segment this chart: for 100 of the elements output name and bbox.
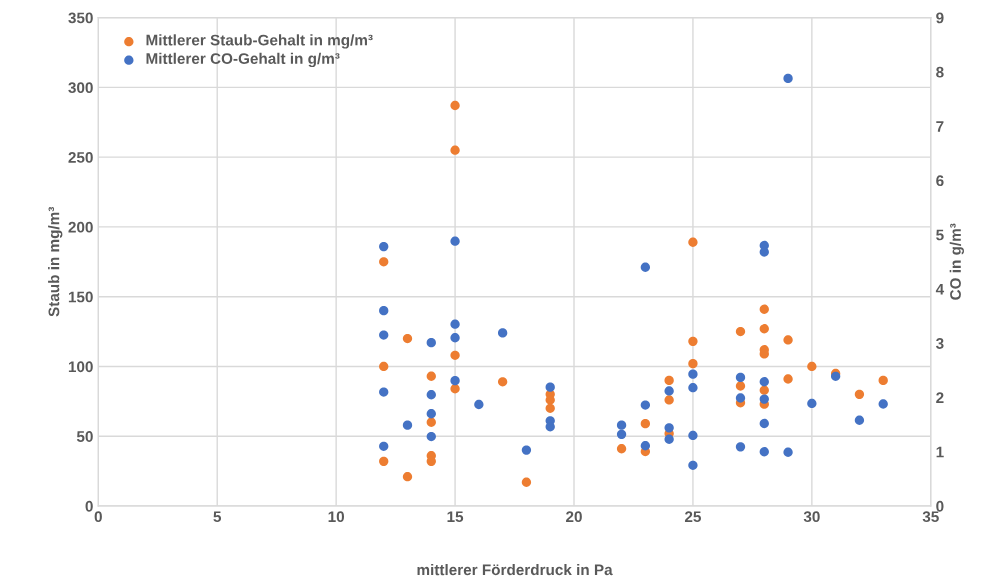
point: [759, 447, 769, 457]
x-tick-label: 25: [684, 511, 701, 523]
point: [402, 472, 413, 482]
point: [759, 377, 769, 387]
point: [379, 441, 389, 451]
point: [545, 422, 555, 432]
point: [664, 423, 674, 433]
point: [878, 399, 888, 409]
point: [521, 445, 532, 455]
y2-tick-label: 7: [936, 121, 944, 132]
point: [450, 333, 460, 343]
x-tick-label: 35: [922, 511, 939, 523]
point: [640, 400, 651, 410]
point: [783, 374, 793, 384]
point: [640, 419, 651, 429]
point: [783, 335, 793, 345]
y2-tick-label: 0: [936, 500, 944, 512]
y-tick-label: 350: [68, 12, 93, 24]
y2-axis-title: CO in g/m³: [949, 223, 965, 300]
point: [426, 371, 436, 381]
x-tick-label: 30: [803, 511, 820, 523]
y2-tick-label: 1: [936, 446, 944, 458]
point: [783, 447, 793, 457]
legend-label: Mittlerer CO-Gehalt in g/m³: [146, 52, 340, 68]
point: [688, 383, 698, 393]
point: [735, 381, 746, 391]
y-tick-label: 0: [85, 500, 93, 512]
point: [450, 384, 460, 394]
point: [640, 441, 651, 451]
point: [450, 145, 460, 155]
point: [783, 73, 793, 84]
y-tick-label: 150: [68, 291, 93, 303]
point: [807, 398, 817, 409]
point: [735, 372, 746, 383]
point: [664, 395, 674, 405]
point: [545, 403, 555, 413]
point: [759, 324, 769, 334]
point: [735, 326, 746, 337]
x-tick-label: 10: [328, 511, 345, 523]
point: [521, 477, 532, 487]
y2-tick-label: 9: [936, 12, 944, 24]
point: [688, 336, 698, 346]
y-tick-label: 250: [68, 152, 93, 163]
point: [759, 247, 769, 257]
point: [616, 420, 627, 430]
point: [688, 460, 698, 470]
point: [379, 241, 389, 252]
point: [545, 382, 555, 392]
y2-tick-label: 5: [936, 229, 944, 241]
point: [759, 304, 769, 314]
point: [759, 394, 769, 404]
point: [664, 386, 674, 396]
point: [450, 236, 460, 246]
point: [402, 420, 413, 430]
point: [379, 330, 389, 340]
point: [450, 375, 460, 386]
point: [688, 369, 698, 379]
point: [474, 399, 484, 410]
y2-tick-label: 3: [936, 338, 944, 349]
point: [497, 328, 508, 338]
point: [854, 389, 865, 400]
point: [807, 361, 817, 372]
y-tick-label: 100: [68, 361, 93, 373]
point: [379, 257, 389, 267]
point: [688, 430, 698, 441]
point: [426, 417, 436, 427]
point: [688, 359, 698, 369]
point: [664, 375, 674, 386]
y2-tick-label: 4: [935, 283, 945, 295]
point: [735, 442, 746, 452]
point: [426, 409, 436, 419]
point: [664, 434, 674, 444]
point: [616, 444, 627, 454]
point: [379, 387, 389, 397]
point: [854, 415, 865, 425]
y-tick-label: 300: [68, 82, 93, 94]
y-axis-title: Staub in mg/m³: [48, 206, 63, 317]
x-tick-label: 15: [447, 511, 464, 523]
point: [379, 456, 389, 466]
point: [450, 350, 460, 360]
point: [735, 393, 746, 403]
legend-label: Mittlerer Staub-Gehalt in mg/m³: [146, 34, 373, 49]
x-tick-label: 5: [213, 511, 222, 523]
point: [688, 237, 698, 247]
point: [426, 431, 436, 442]
x-tick-label: 0: [94, 511, 102, 523]
point: [426, 390, 436, 400]
x-tick-label: 20: [566, 511, 582, 523]
point: [426, 338, 436, 348]
point: [379, 361, 389, 372]
point: [759, 418, 769, 429]
y2-tick-label: 6: [936, 175, 944, 187]
point: [640, 262, 651, 272]
x-axis-title: mittlerer Förderdruck in Pa: [417, 563, 613, 576]
y2-tick-label: 2: [936, 392, 944, 403]
point: [497, 377, 508, 387]
y2-tick-label: 8: [936, 66, 944, 78]
point: [450, 100, 460, 111]
point: [379, 305, 389, 316]
y-tick-label: 200: [68, 221, 93, 233]
